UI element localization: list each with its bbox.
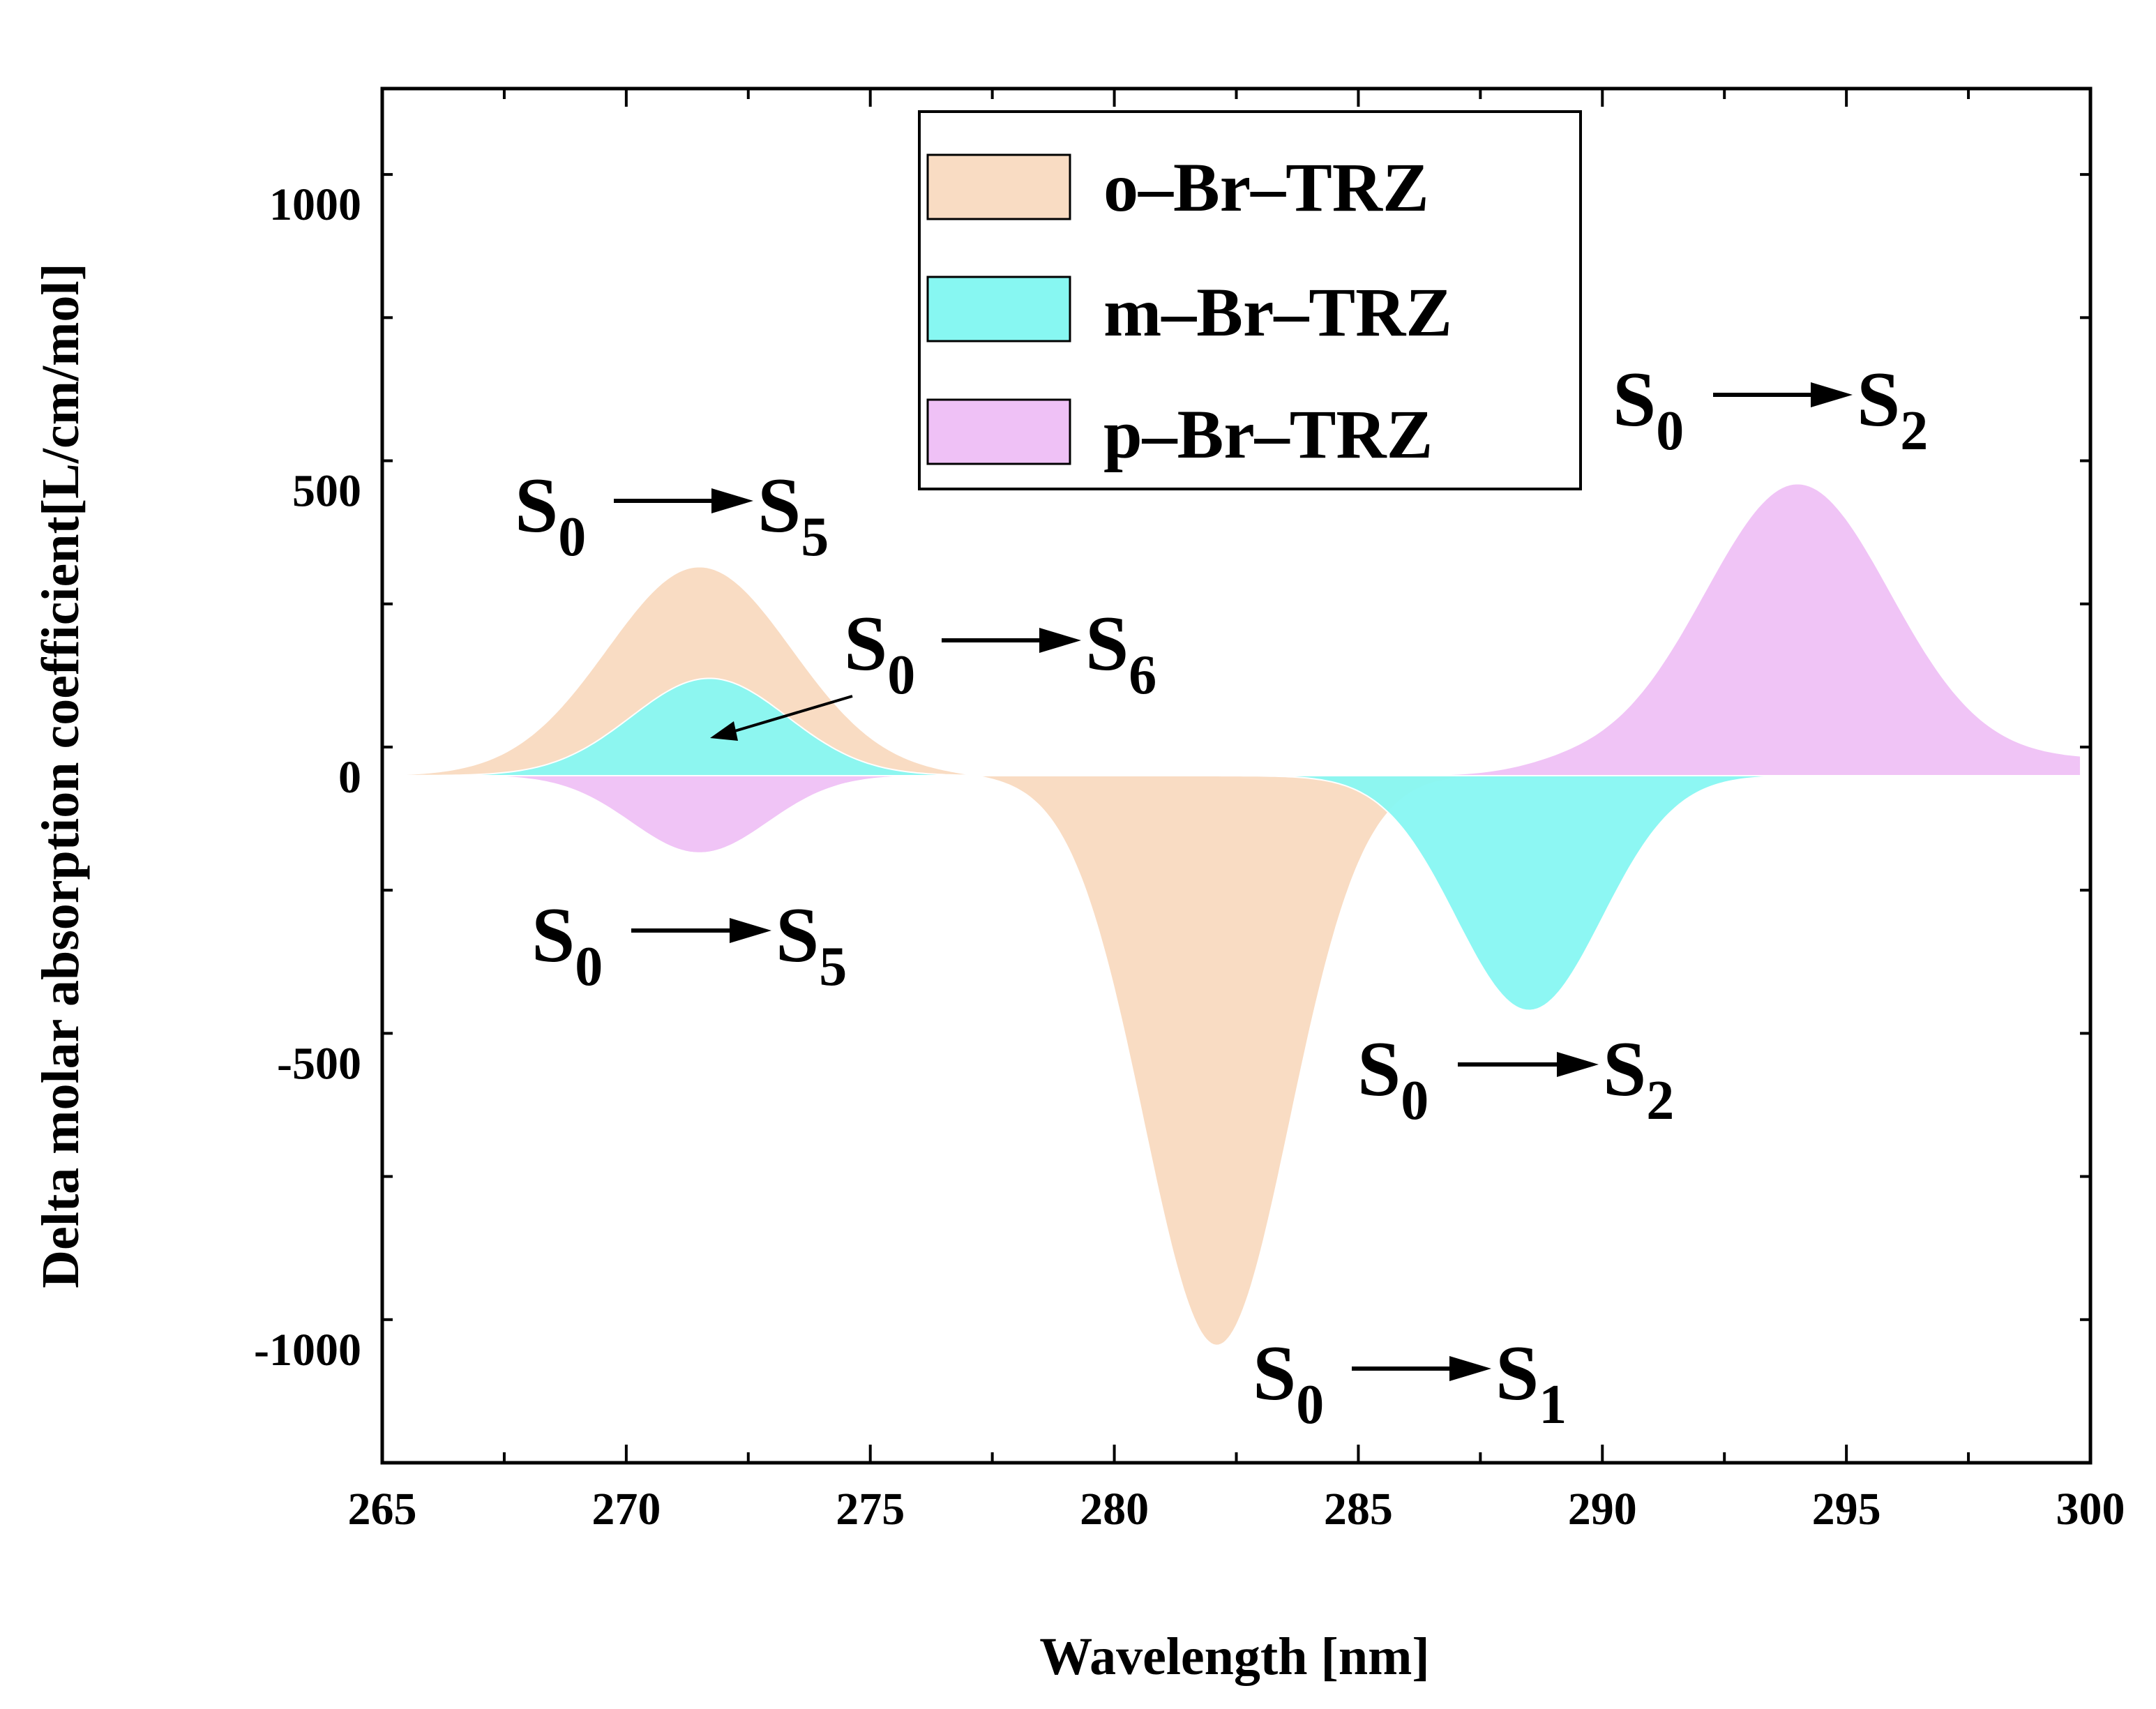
y-tick-label: 1000 (269, 179, 361, 230)
x-tick-label: 270 (591, 1484, 661, 1535)
annotation-pointer-arrow (725, 695, 853, 735)
svg-text:S6: S6 (1085, 601, 1156, 706)
area-p-br-trz (407, 483, 2081, 854)
svg-text:S0: S0 (1357, 1026, 1428, 1131)
annotation-m-s0-s6: S0 S6 (710, 601, 1156, 741)
svg-text:S5: S5 (776, 892, 847, 997)
x-tick-label: 295 (1812, 1484, 1881, 1535)
legend: o–Br–TRZ m–Br–TRZ p–Br–TRZ (918, 110, 1582, 490)
y-axis-title: Delta molar absorption coefficient[L/cm/… (31, 263, 90, 1288)
svg-text:S0: S0 (1613, 356, 1684, 462)
annotation-o-s0-s1: S0 S1 (1253, 1330, 1567, 1436)
x-tick-label: 285 (1324, 1484, 1393, 1535)
svg-text:S2: S2 (1603, 1026, 1674, 1131)
series-areas (406, 483, 2081, 1346)
svg-text:S5: S5 (757, 462, 829, 568)
y-tick-label: -1000 (254, 1325, 361, 1376)
svg-text:S1: S1 (1495, 1330, 1567, 1436)
y-tick-label: 0 (338, 752, 361, 803)
legend-swatch-m-br-trz (926, 276, 1071, 342)
x-tick-label: 265 (348, 1484, 417, 1535)
x-tick-label: 275 (836, 1484, 905, 1535)
axis-ticks: 265 270 275 280 285 290 295 300 -1000 -500 0 500 100… (254, 89, 2125, 1535)
annotation-p-s0-s5: S0 S5 (532, 892, 847, 997)
svg-text:S0: S0 (532, 892, 603, 997)
y-tick-label: 500 (292, 466, 361, 517)
annotation-m-s0-s2: S0 S2 (1357, 1026, 1674, 1131)
y-tick-label: -500 (277, 1038, 361, 1089)
svg-text:S2: S2 (1857, 356, 1928, 462)
legend-swatch-p-br-trz (926, 398, 1071, 465)
annotation-p-s0-s2: S0 S2 (1613, 356, 1928, 462)
x-tick-label: 290 (1568, 1484, 1637, 1535)
legend-label-o-br-trz: o–Br–TRZ (1103, 149, 1429, 226)
svg-text:S0: S0 (515, 462, 586, 568)
x-tick-label: 280 (1080, 1484, 1149, 1535)
legend-label-p-br-trz: p–Br–TRZ (1103, 396, 1433, 473)
svg-text:S0: S0 (1253, 1330, 1324, 1436)
legend-swatch-o-br-trz (926, 153, 1071, 220)
svg-text:S0: S0 (844, 601, 915, 706)
x-tick-label: 300 (2056, 1484, 2125, 1535)
annotation-o-s0-s5: S0 S5 (515, 462, 829, 568)
x-axis-title: Wavelength [nm] (1039, 1627, 1429, 1686)
legend-label-m-br-trz: m–Br–TRZ (1103, 273, 1452, 351)
